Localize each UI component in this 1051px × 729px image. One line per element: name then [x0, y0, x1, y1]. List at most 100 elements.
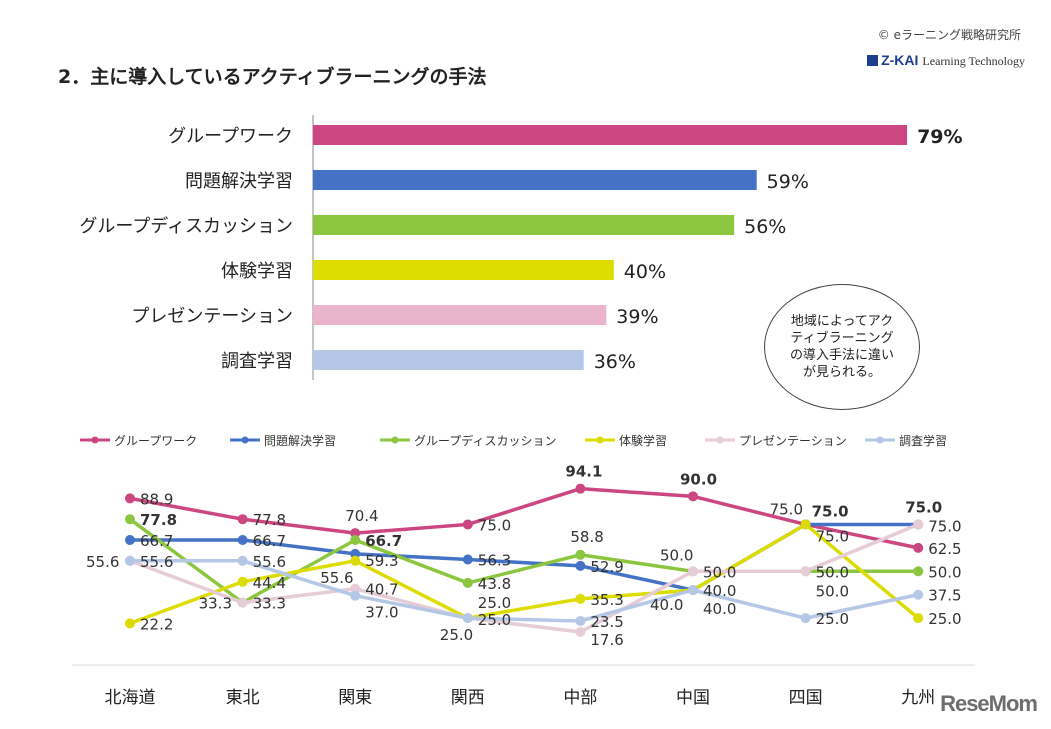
data-label: 25.0 — [478, 611, 511, 629]
data-point — [913, 589, 924, 600]
data-label: 25.0 — [478, 594, 511, 612]
bar-value-label: 40% — [624, 261, 666, 283]
data-label: 44.4 — [253, 574, 286, 592]
data-label: 66.7 — [140, 532, 173, 550]
data-label: 52.9 — [590, 558, 623, 576]
data-label: 25.0 — [440, 626, 473, 644]
resemom-watermark: ReseMom — [940, 691, 1038, 716]
data-label: 75.0 — [770, 500, 803, 518]
data-label: 55.6 — [253, 553, 286, 571]
data-label: 50.0 — [816, 582, 849, 600]
data-point — [800, 519, 811, 530]
data-label: 33.3 — [253, 595, 286, 613]
bar-value-label: 39% — [616, 306, 658, 328]
data-label: 75.0 — [478, 516, 511, 534]
data-point — [575, 627, 586, 638]
data-label: 43.8 — [478, 575, 511, 593]
legend-label: 体験学習 — [619, 433, 667, 448]
series-line — [129, 522, 919, 634]
data-label: 55.6 — [320, 569, 353, 587]
data-label: 37.5 — [928, 587, 961, 605]
bar-chart: グループワーク 79% 問題解決学習 59% グループディスカッション 56% 体験学習 40… — [79, 115, 963, 380]
data-point — [575, 549, 586, 560]
legend-label: 調査学習 — [899, 433, 947, 448]
data-point — [350, 583, 361, 594]
data-label: 94.1 — [565, 463, 602, 481]
data-point — [462, 554, 473, 565]
data-label: 75.0 — [812, 502, 849, 520]
legend-marker — [91, 436, 99, 444]
data-label: 22.2 — [140, 615, 173, 633]
copyright: © eラーニング戦略研究所 — [877, 28, 1021, 42]
legend-marker — [876, 436, 884, 444]
bar-category-label: プレゼンテーション — [131, 306, 293, 327]
x-tick-label: 関西 — [451, 688, 485, 708]
data-label: 33.3 — [199, 595, 232, 613]
bar-category-label: 体験学習 — [221, 261, 293, 282]
logo-text: Z-KAI — [881, 52, 919, 68]
data-point — [575, 483, 586, 494]
data-label: 55.6 — [140, 553, 173, 571]
bar — [313, 215, 735, 235]
bar-category-label: グループディスカッション — [79, 216, 293, 237]
zkai-logo: Z-KAI Learning Technology — [867, 52, 1025, 69]
data-point — [462, 613, 473, 624]
data-point — [125, 555, 135, 566]
bar-value-label: 36% — [594, 351, 636, 373]
series-line — [129, 486, 919, 550]
x-tick-label: 九州 — [901, 688, 935, 708]
data-label: 35.3 — [590, 591, 623, 609]
x-tick-label: 中国 — [676, 688, 710, 708]
data-point — [575, 615, 586, 626]
series-line — [130, 559, 919, 623]
data-label: 66.7 — [365, 532, 402, 550]
data-point — [237, 555, 248, 566]
legend-label: グループディスカッション — [414, 433, 556, 448]
data-label: 50.0 — [816, 563, 849, 581]
data-point — [688, 491, 698, 502]
bar-category-label: 調査学習 — [221, 351, 293, 372]
data-label: 50.0 — [703, 563, 736, 581]
data-label: 50.0 — [660, 546, 693, 564]
legend-label: グループワーク — [114, 434, 197, 448]
data-point — [125, 618, 135, 629]
data-label: 59.3 — [365, 552, 398, 570]
data-label: 25.0 — [816, 610, 849, 628]
data-point — [125, 514, 135, 525]
data-label: 40.0 — [650, 596, 683, 614]
data-label: 37.0 — [365, 604, 398, 622]
legend-label: プレゼンテーション — [739, 434, 847, 448]
x-tick-label: 東北 — [226, 688, 260, 708]
data-label: 40.7 — [365, 581, 398, 599]
logo-mark-icon — [867, 55, 879, 66]
data-label: 90.0 — [680, 470, 717, 488]
x-tick-label: 北海道 — [105, 688, 156, 708]
bar-value-label: 79% — [917, 126, 962, 148]
legend-marker — [716, 436, 724, 444]
data-label: 77.8 — [140, 511, 177, 529]
page-title: 2．主に導入しているアクティブラーニングの手法 — [58, 66, 487, 88]
data-point — [688, 585, 698, 596]
data-point — [913, 613, 924, 624]
data-point — [237, 597, 248, 608]
x-tick-label: 四国 — [789, 688, 823, 708]
bar-category-label: 問題解決学習 — [185, 171, 293, 192]
legend-marker — [596, 436, 604, 444]
legend-marker — [241, 436, 249, 444]
logo-subtext: Learning Technology — [922, 54, 1025, 68]
data-point — [350, 528, 361, 539]
data-point — [350, 535, 361, 546]
data-point — [237, 576, 248, 587]
bar-value-label: 59% — [767, 171, 809, 193]
data-label: 77.8 — [253, 511, 286, 529]
data-point — [800, 566, 811, 577]
data-label: 66.7 — [253, 532, 286, 550]
data-point — [800, 613, 811, 624]
data-label: 58.8 — [570, 528, 603, 546]
data-point — [913, 519, 924, 530]
legend-label: 問題解決学習 — [264, 433, 336, 448]
data-point — [462, 519, 473, 530]
data-label: 88.9 — [140, 490, 173, 508]
